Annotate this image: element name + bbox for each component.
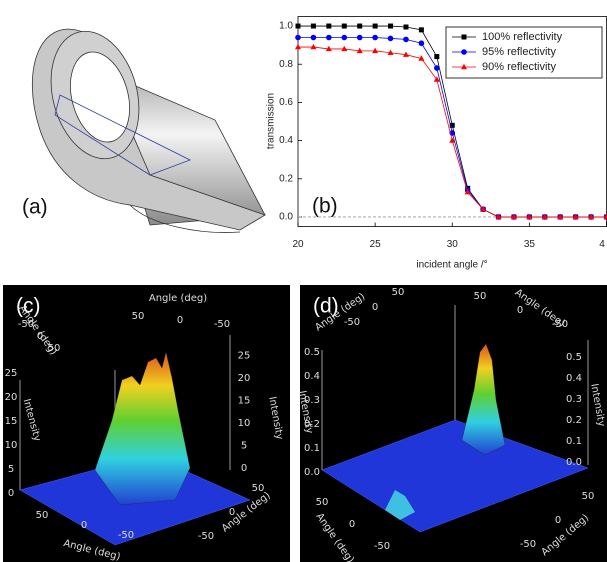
legend-label: 90% reflectivity (482, 61, 556, 73)
marker (403, 37, 409, 43)
marker (311, 24, 316, 29)
marker (326, 24, 331, 29)
tick-label: 0 (555, 515, 561, 526)
tick-label: 15 (238, 396, 251, 407)
marker (419, 27, 424, 32)
legend-label: 100% reflectivity (482, 31, 563, 43)
x-tick-label: 30 (447, 239, 459, 250)
tick-label: 50 (474, 291, 487, 302)
marker (342, 24, 347, 29)
marker (388, 24, 393, 29)
tick-label: 0.0 (304, 467, 320, 478)
tick-label: 5 (241, 441, 247, 452)
marker (326, 35, 332, 41)
marker (434, 54, 439, 59)
tick-label: 0.4 (304, 371, 320, 382)
legend-marker (461, 49, 467, 55)
x-tick-label: 35 (524, 239, 536, 250)
tick-label: 0.5 (566, 352, 582, 363)
marker (295, 35, 301, 41)
marker (372, 48, 378, 53)
x-tick-label: 25 (370, 239, 382, 250)
marker (310, 44, 316, 49)
tick-label: 0 (517, 305, 523, 316)
x-axis-title: incident angle /° (416, 260, 487, 271)
tick-label: 50 (582, 491, 595, 502)
tick-label: 50 (392, 287, 405, 298)
tick-label: -50 (344, 317, 360, 328)
marker (372, 35, 378, 41)
tick-label: 0.3 (304, 395, 320, 406)
tick-label: -50 (118, 530, 134, 541)
legend-label: 95% reflectivity (482, 46, 556, 58)
tick-label: 20 (238, 373, 251, 384)
marker (341, 46, 347, 51)
y-tick-label: 0.4 (279, 135, 293, 146)
marker (403, 25, 408, 30)
tick-label: 0 (349, 519, 355, 530)
tick-label: -50 (18, 319, 34, 330)
tick-label: 10 (238, 418, 251, 429)
tick-label: 5 (8, 464, 14, 475)
tick-label: 0 (81, 520, 87, 531)
tick-label: 0 (241, 463, 247, 474)
marker (311, 35, 317, 41)
legend-marker (462, 35, 467, 40)
marker (373, 24, 378, 29)
tick-label: 0 (229, 507, 235, 518)
tick-label: 50 (132, 311, 145, 322)
y-tick-label: 0.6 (279, 97, 293, 108)
tick-label: 0.5 (304, 347, 320, 358)
marker (357, 24, 362, 29)
tick-label: 50 (36, 510, 49, 521)
tick-label: 0 (37, 331, 43, 342)
marker (296, 24, 301, 29)
x-tick-label: 4 (599, 239, 605, 250)
tick-label: 0.1 (566, 436, 582, 447)
tick-label: 0.2 (566, 415, 582, 426)
tick-label: 20 (5, 392, 18, 403)
tick-label: -50 (520, 539, 536, 550)
marker (419, 40, 425, 46)
tick-label: 0.2 (304, 419, 320, 430)
tick-label: 0.4 (566, 373, 582, 384)
x-tick-label: 20 (292, 239, 304, 250)
marker (295, 44, 301, 49)
tick-label: 15 (5, 416, 18, 427)
tick-label: 50 (48, 343, 61, 354)
tick-label: -50 (552, 319, 568, 330)
tick-label: 10 (5, 440, 18, 451)
panel-label: (b) (312, 195, 338, 218)
y-tick-label: 1.0 (279, 21, 293, 32)
marker (388, 36, 394, 42)
cylinder-drawing (32, 21, 265, 232)
marker (341, 35, 347, 41)
tick-label: 50 (316, 497, 329, 508)
tick-label: 50 (252, 483, 265, 494)
y-axis-title: transmission (266, 93, 277, 149)
marker (434, 65, 440, 71)
panel-label: (a) (22, 196, 48, 219)
tick-label: 0 (8, 488, 14, 499)
tick-label: -50 (214, 319, 230, 330)
tick-label: 25 (238, 351, 251, 362)
tick-label: -50 (198, 531, 214, 542)
tick-label: 0.1 (304, 443, 320, 454)
figure: (a) (b) incident angle /° transmission (… (0, 0, 607, 562)
tick-label: -50 (374, 541, 390, 552)
tick-label: 0 (177, 315, 183, 326)
y-tick-label: 0.0 (279, 212, 293, 223)
tick-label: 0 (372, 302, 378, 313)
tick-label: 0.3 (566, 394, 582, 405)
marker (357, 35, 363, 41)
tick-label: 25 (5, 368, 18, 379)
axis-title: Angle (deg) (149, 293, 207, 304)
y-tick-label: 0.2 (279, 173, 293, 184)
tick-label: 0.0 (566, 457, 582, 468)
y-tick-label: 0.8 (279, 59, 293, 70)
